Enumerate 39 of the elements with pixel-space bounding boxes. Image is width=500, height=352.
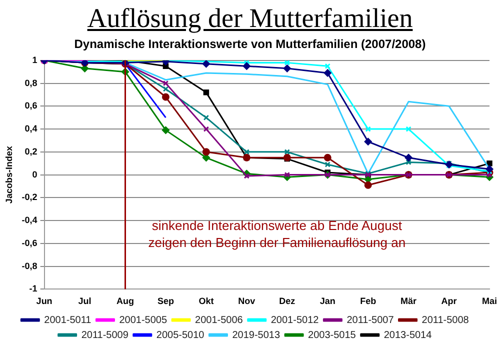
legend-label: 2013-5014: [384, 330, 432, 341]
y-tick-label: -0,2: [22, 192, 38, 202]
chart-title: Auflösung der Mutterfamilien: [86, 2, 414, 34]
x-tick-label: Aug: [116, 296, 134, 306]
x-tick-label: Sep: [157, 296, 174, 306]
y-tick-label: 1: [32, 54, 38, 65]
x-tick-label: Jul: [78, 296, 92, 306]
annotation: zeigen den Beginn der Familienauflösung an: [148, 234, 406, 250]
x-tick-label: Jan: [320, 296, 336, 306]
legend-label: 2011-5009: [81, 330, 129, 341]
x-tick-label: Feb: [360, 296, 377, 306]
chart-subtitle: Dynamische Interaktionswerte von Mutterfamilien (2007/2008): [73, 36, 427, 52]
y-tick-label: -0,4: [22, 215, 38, 226]
y-tick-label: 0,2: [24, 146, 38, 156]
x-tick-label: Apr: [441, 296, 458, 306]
legend-label: 2019-5013: [232, 330, 280, 341]
y-tick-label: -0,8: [22, 260, 38, 271]
legend-label: 2001-5005: [119, 314, 168, 326]
y-tick-label: 0,4: [24, 124, 38, 134]
x-tick-label: Jun: [36, 296, 52, 306]
legend-label: 2001-5006: [195, 314, 244, 326]
legend-label: 2011-5008: [422, 314, 470, 326]
legend-label: 2001-5011: [44, 314, 92, 326]
x-tick-label: Mär: [400, 296, 418, 306]
y-tick-label: -1: [29, 284, 38, 294]
legend-label: 2001-5012: [270, 314, 320, 326]
legend-label: 2005-5010: [156, 330, 205, 341]
annotation: sinkende Interaktionswerte ab Ende August: [152, 218, 402, 233]
legend-label: 2003-5015: [308, 330, 356, 341]
x-tick-label: Okt: [198, 296, 214, 306]
x-tick-label: Mai: [482, 296, 498, 306]
y-tick-label: 0,6: [24, 100, 38, 111]
y-axis-title: Jacobs-Index: [4, 146, 14, 204]
x-tick-label: Dez: [279, 296, 296, 306]
y-tick-label: 0,8: [24, 78, 38, 88]
y-tick-label: -0,6: [22, 238, 38, 248]
y-tick-label: 0: [32, 169, 38, 180]
legend-label: 2011-5007: [346, 314, 394, 326]
x-tick-label: Nov: [238, 296, 256, 306]
